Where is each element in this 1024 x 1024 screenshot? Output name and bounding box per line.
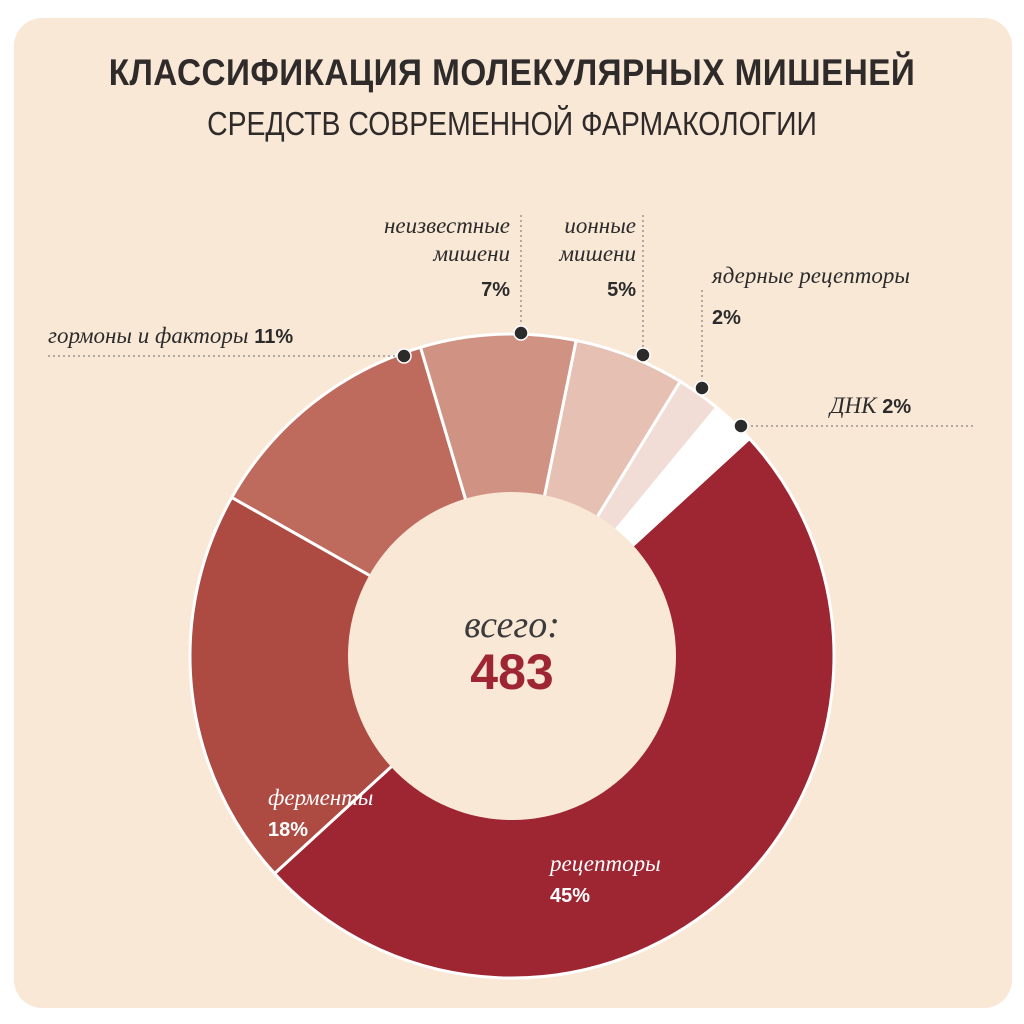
label-receptors-pct: 45%: [550, 885, 591, 907]
leader-dot-unknown: [513, 325, 529, 341]
label-enzymes-name: ферменты: [268, 785, 374, 810]
label-ion-line2: мишени: [559, 241, 636, 266]
label-nuclear: ядерные рецепторы 2%: [712, 262, 910, 332]
label-ion: ионные мишени 5%: [520, 212, 636, 304]
label-ion-pct: 5%: [607, 279, 636, 301]
donut-slices: [188, 332, 836, 980]
label-enzymes: ферменты 18%: [268, 784, 373, 844]
label-receptors: рецепторы 45%: [550, 850, 661, 910]
label-hormones: гормоны и факторы 11%: [48, 322, 293, 351]
chart-subtitle: СРЕДСТВ СОВРЕМЕННОЙ ФАРМАКОЛОГИИ: [207, 105, 817, 142]
total-label: всего:: [464, 604, 560, 646]
label-nuclear-pct: 2%: [712, 307, 741, 329]
label-dna: ДНК 2%: [830, 392, 911, 421]
label-unknown: неизвестные мишени 7%: [330, 212, 510, 304]
chart-title: КЛАССИФИКАЦИЯ МОЛЕКУЛЯРНЫХ МИШЕНЕЙ: [108, 52, 916, 93]
label-receptors-name: рецепторы: [550, 851, 661, 876]
label-ion-line1: ионные: [564, 213, 636, 238]
label-unknown-line1: неизвестные: [384, 213, 510, 238]
leader-dot-dna: [733, 418, 749, 434]
label-hormones-name: гормоны и факторы: [48, 323, 249, 348]
leader-dots: [396, 325, 749, 434]
label-dna-name: ДНК: [830, 393, 877, 418]
leader-lines: [48, 215, 975, 427]
leader-dot-ion: [635, 347, 651, 363]
leader-dot-nuclear: [694, 380, 710, 396]
label-hormones-pct: 11%: [254, 326, 294, 348]
leader-dot-hormones: [396, 348, 412, 364]
total-value: 483: [470, 644, 554, 700]
label-unknown-line2: мишени: [433, 241, 510, 266]
label-unknown-pct: 7%: [481, 279, 510, 301]
donut-hole: [348, 492, 676, 820]
label-enzymes-pct: 18%: [268, 819, 309, 841]
label-dna-pct: 2%: [882, 396, 912, 418]
label-nuclear-name: ядерные рецепторы: [712, 263, 910, 288]
